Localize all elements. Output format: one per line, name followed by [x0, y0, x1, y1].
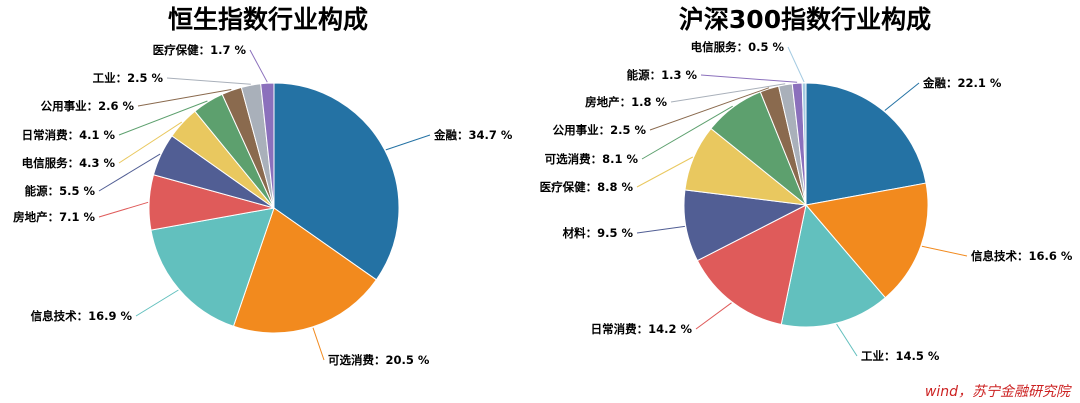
pie-chart-csi300: 金融：22.1 % 信息技术：16.6 % 工业：14.5 % 日常消费：14.2 %…: [540, 40, 1073, 363]
data-label-1-4: 材料：9.5 %: [563, 226, 634, 240]
data-label-0-8: 工业：2.5 %: [93, 71, 164, 85]
data-label-1-10: 电信服务：0.5 %: [691, 40, 785, 54]
pie-slice-1-1: [805, 182, 929, 299]
data-label-0-4: 能源：5.5 %: [25, 184, 96, 198]
data-label-1-1: 信息技术：16.6 %: [971, 249, 1073, 263]
leader-line-1-5: [636, 156, 694, 188]
leader-line-0-7: [137, 89, 232, 107]
data-label-1-3: 日常消费：14.2 %: [591, 322, 693, 336]
pie-chart-hsi: 金融：34.7 % 可选消费：20.5 % 信息技术：16.9 % 房地产：7.1 %…: [13, 43, 513, 367]
leader-line-0-0: [385, 134, 431, 151]
pie-slice-0-1: [232, 207, 378, 334]
leader-line-1-10: [787, 46, 805, 83]
leader-line-1-4: [636, 225, 685, 234]
pie-slice-1-10: [801, 82, 807, 206]
data-label-1-9: 能源：1.3 %: [627, 68, 698, 82]
data-label-1-2: 工业：14.5 %: [861, 349, 940, 363]
leader-line-0-6: [118, 100, 208, 136]
leader-line-0-5: [118, 121, 183, 164]
data-label-1-0: 金融：22.1 %: [922, 76, 1002, 90]
leader-line-0-4: [98, 153, 161, 192]
leader-line-0-8: [166, 77, 251, 85]
chart-title-hsi: 恒生指数行业构成: [168, 5, 368, 34]
chart-title-csi300: 沪深300指数行业构成: [679, 5, 931, 34]
source-note: wind，苏宁金融研究院: [925, 384, 1072, 400]
leader-line-1-3: [695, 302, 732, 330]
leader-line-1-2: [836, 323, 858, 357]
leader-line-1-9: [700, 74, 798, 83]
leader-line-0-1: [312, 327, 325, 361]
data-label-0-2: 信息技术：16.9 %: [31, 309, 133, 323]
leader-line-1-8: [670, 83, 786, 103]
leader-line-1-0: [884, 82, 920, 111]
pie-slice-1-2: [780, 203, 887, 328]
pie-slice-0-2: [150, 207, 275, 327]
data-label-1-5: 医疗保健：8.8 %: [540, 180, 634, 194]
data-label-0-9: 医疗保健：1.7 %: [153, 43, 247, 57]
data-label-1-7: 公用事业：2.5 %: [553, 123, 647, 137]
data-label-1-6: 可选消费：8.1 %: [545, 152, 639, 166]
data-label-0-0: 金融：34.7 %: [433, 128, 513, 142]
leader-line-0-2: [135, 289, 179, 317]
leader-line-0-9: [249, 49, 268, 83]
leader-line-1-7: [649, 87, 770, 131]
data-label-0-7: 公用事业：2.6 %: [41, 99, 135, 113]
pie-slice-0-9: [260, 82, 275, 209]
data-label-0-5: 电信服务：4.3 %: [22, 156, 116, 170]
pie-slice-1-0: [805, 82, 927, 206]
leader-line-1-6: [641, 105, 733, 160]
data-label-1-8: 房地产：1.8 %: [585, 95, 667, 109]
leader-line-1-1: [921, 245, 968, 257]
data-label-0-1: 可选消费：20.5 %: [328, 353, 430, 367]
data-label-0-6: 日常消费：4.1 %: [22, 128, 116, 142]
data-label-0-3: 房地产：7.1 %: [13, 210, 95, 224]
pie-slice-1-3: [696, 204, 807, 326]
leader-line-0-3: [98, 201, 149, 218]
pie-slice-0-0: [273, 82, 400, 281]
